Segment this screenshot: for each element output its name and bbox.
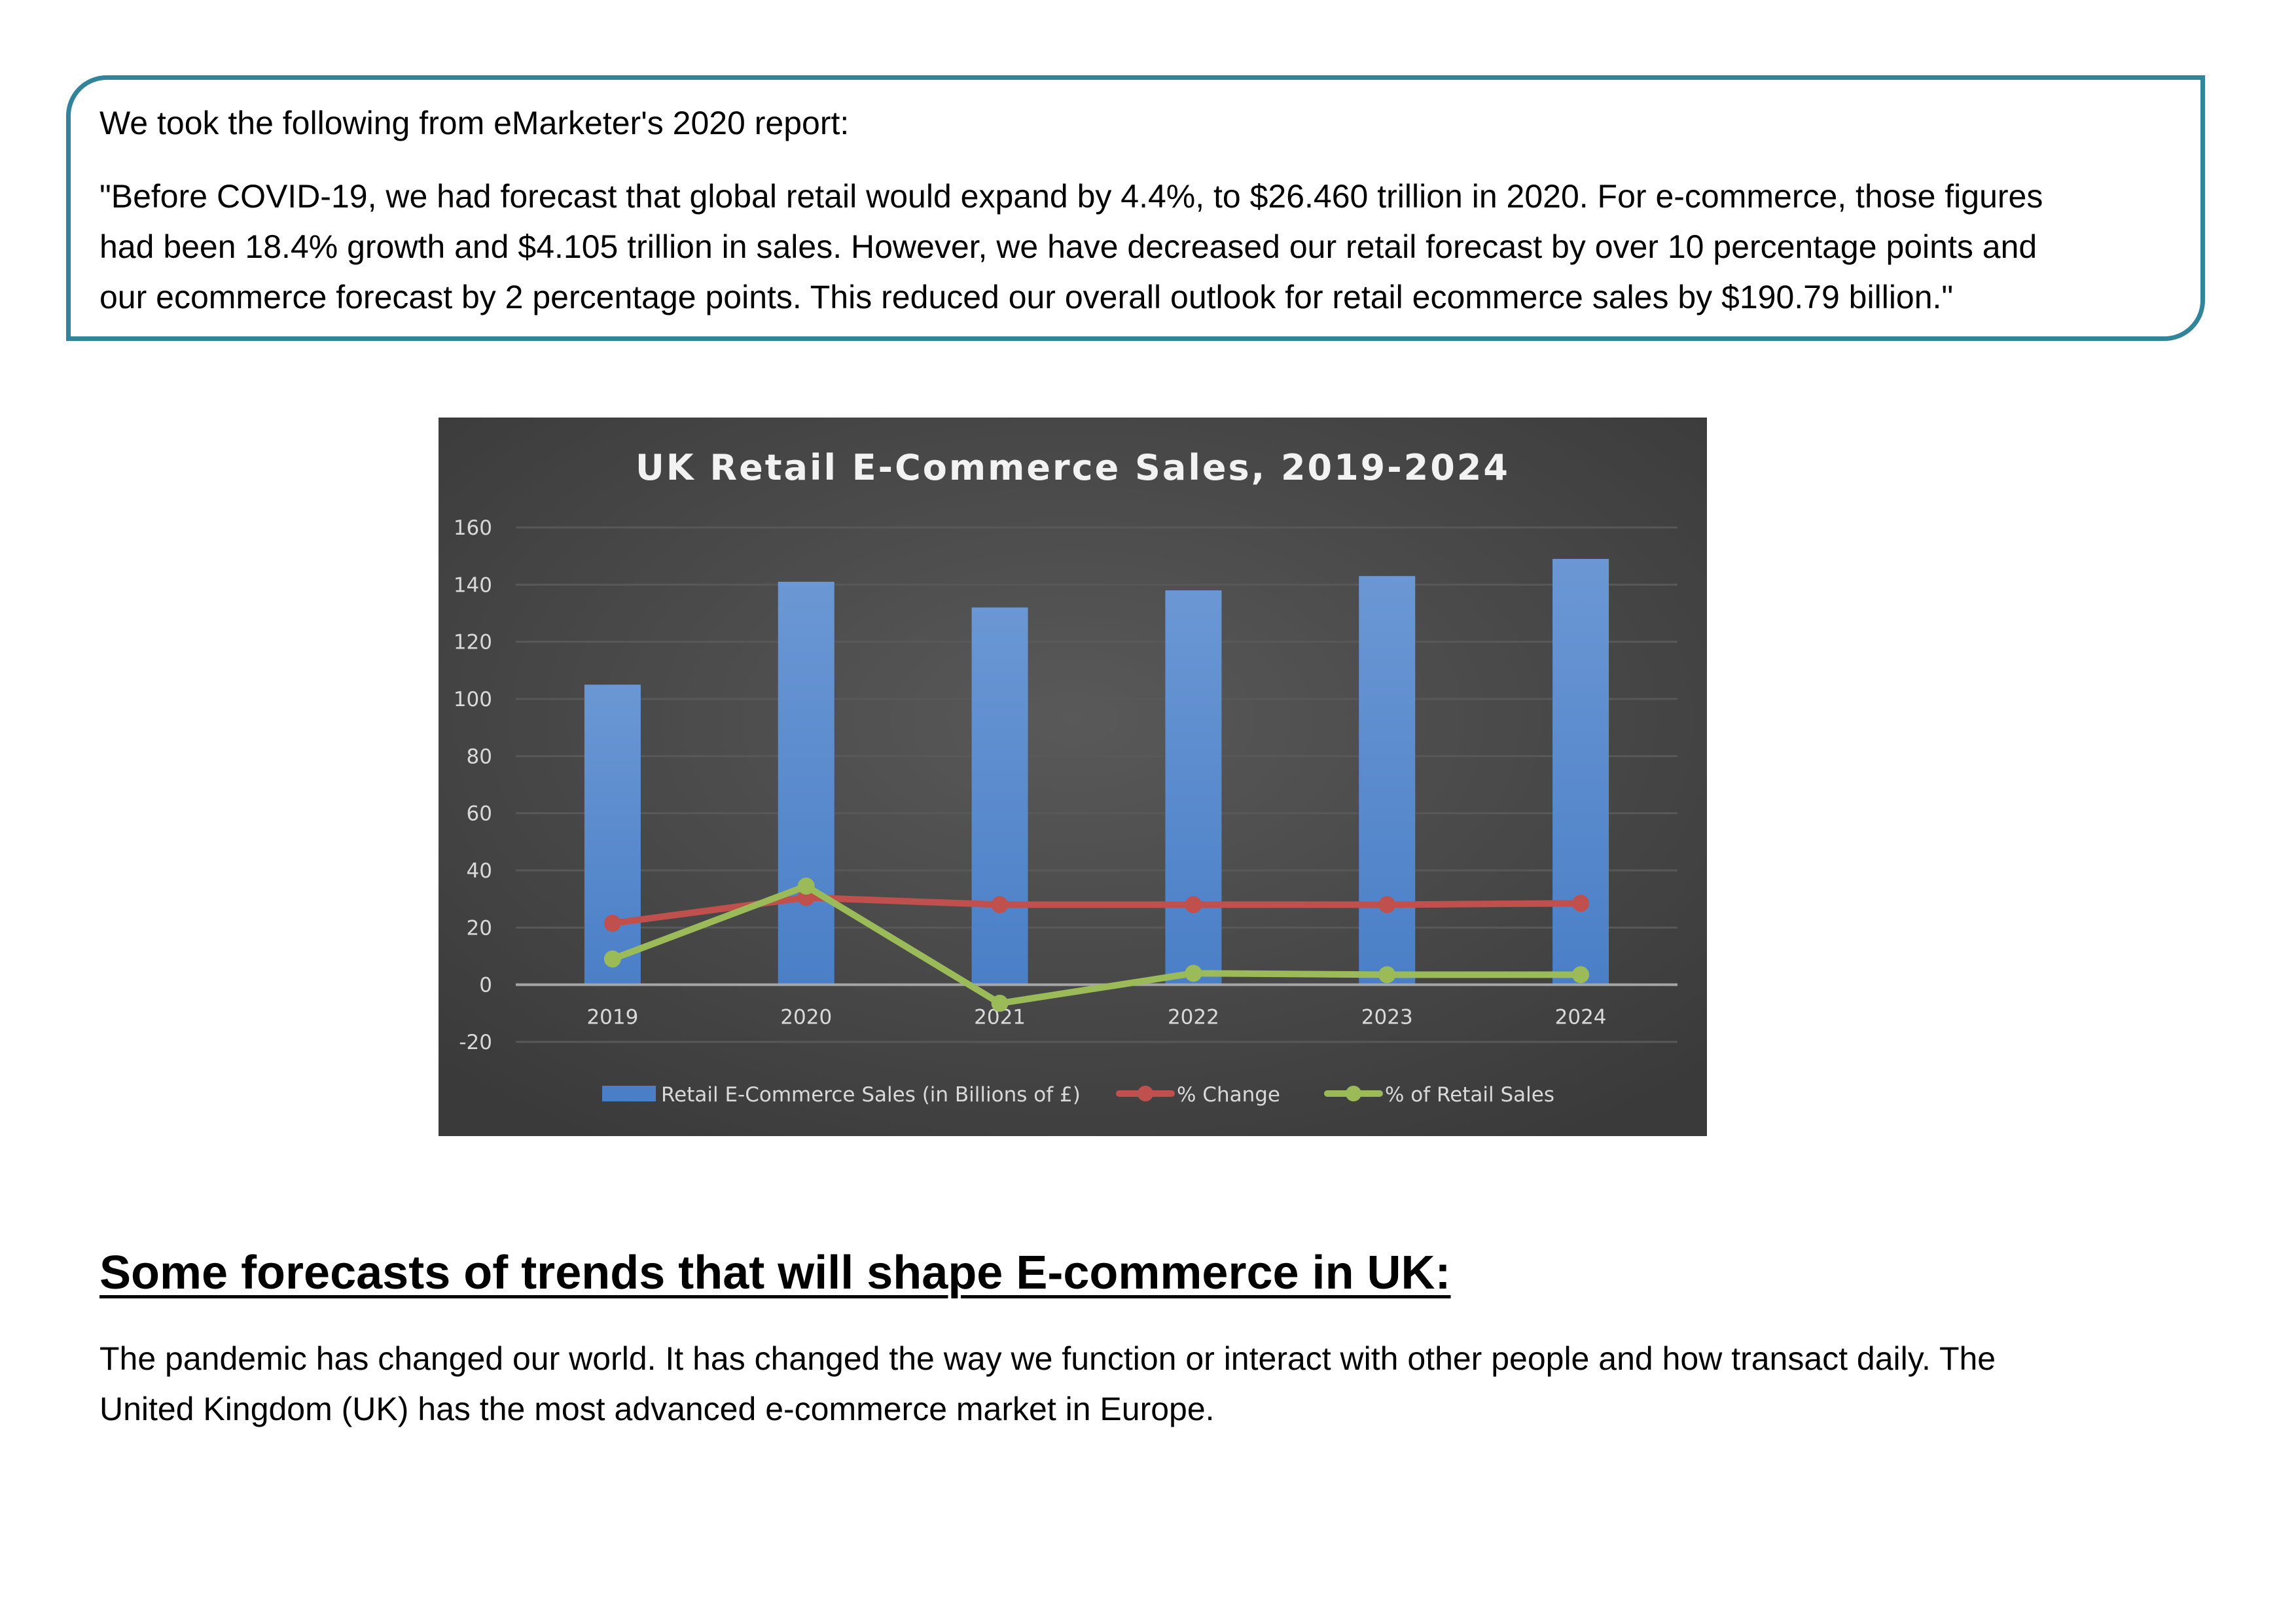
- sales-chart-svg: UK Retail E-Commerce Sales, 2019-2024 16…: [439, 418, 1707, 1136]
- legend-label: Retail E-Commerce Sales (in Billions of …: [661, 1083, 1081, 1107]
- chart-gridlines: [516, 526, 1677, 1043]
- line-series: [603, 878, 1590, 1012]
- y-tick-label: 20: [467, 916, 492, 940]
- legend-marker: [1138, 1086, 1153, 1101]
- y-tick-label: 160: [454, 516, 492, 540]
- series-line: [609, 883, 1585, 1007]
- y-tick-label: 40: [467, 859, 492, 883]
- data-point: [1378, 896, 1396, 914]
- data-point: [603, 950, 621, 968]
- data-point: [1572, 895, 1590, 912]
- chart-title: UK Retail E-Commerce Sales, 2019-2024: [636, 447, 1510, 488]
- section-body: The pandemic has changed our world. It h…: [99, 1334, 2214, 1435]
- legend-label: % of Retail Sales: [1385, 1083, 1554, 1107]
- data-point: [1185, 896, 1202, 914]
- quote-intro: We took the following from eMarketer's 2…: [99, 105, 850, 141]
- bar: [778, 581, 834, 985]
- chart-legend: Retail E-Commerce Sales (in Billions of …: [602, 1083, 1554, 1107]
- y-axis-ticks: 160 140 120 100 80 60 40 20 0 -20: [454, 516, 492, 1054]
- data-point: [603, 914, 621, 932]
- chart-background: [439, 418, 1707, 1136]
- body-line: United Kingdom (UK) has the most advance…: [99, 1391, 1215, 1427]
- bar-series: [584, 559, 1609, 985]
- x-tick-label: 2023: [1361, 1006, 1413, 1029]
- x-tick-label: 2024: [1555, 1006, 1607, 1029]
- bar: [1165, 590, 1222, 985]
- quote-box: [66, 75, 2205, 341]
- bar: [1552, 559, 1609, 985]
- data-point: [797, 878, 815, 895]
- quote-line: had been 18.4% growth and $4.105 trillio…: [99, 228, 2037, 265]
- y-tick-label: 80: [467, 745, 492, 768]
- bar: [971, 607, 1028, 985]
- data-point: [991, 995, 1009, 1012]
- y-tick-label: 140: [454, 573, 492, 597]
- x-tick-label: 2020: [780, 1006, 832, 1029]
- legend-marker: [1346, 1086, 1361, 1101]
- x-tick-label: 2022: [1168, 1006, 1219, 1029]
- bar: [584, 685, 641, 985]
- legend-bar-swatch: [602, 1086, 656, 1101]
- y-tick-label: 100: [454, 688, 492, 711]
- data-point: [991, 896, 1009, 914]
- data-point: [1185, 965, 1202, 982]
- legend-label: % Change: [1177, 1083, 1280, 1107]
- sales-chart: UK Retail E-Commerce Sales, 2019-2024 16…: [439, 418, 1707, 1136]
- series-line: [609, 894, 1585, 927]
- body-line: The pandemic has changed our world. It h…: [99, 1340, 1996, 1377]
- data-point: [1572, 966, 1590, 984]
- data-point: [1378, 966, 1396, 984]
- y-tick-label: -20: [459, 1031, 492, 1054]
- quote-line: "Before COVID-19, we had forecast that g…: [99, 178, 2043, 215]
- x-tick-label: 2019: [586, 1006, 638, 1029]
- y-tick-label: 120: [454, 631, 492, 654]
- y-tick-label: 0: [479, 974, 492, 997]
- bar: [1359, 576, 1416, 985]
- y-tick-label: 60: [467, 802, 492, 826]
- quote-line: our ecommerce forecast by 2 percentage p…: [99, 279, 1954, 315]
- section-heading: Some forecasts of trends that will shape…: [99, 1247, 1451, 1299]
- quote-text: "Before COVID-19, we had forecast that g…: [99, 171, 2214, 323]
